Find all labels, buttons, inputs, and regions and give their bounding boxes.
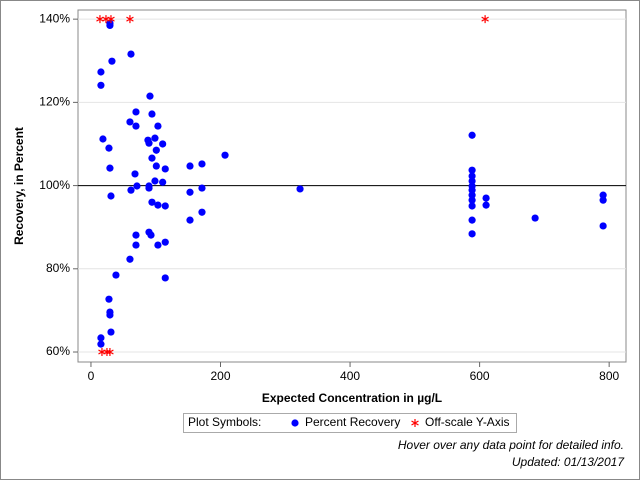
legend-title: Plot Symbols: [188,415,261,429]
x-tick-label: 200 [210,369,230,383]
point [291,419,299,427]
x-tick-label: 600 [470,369,490,383]
point-asterisk[interactable] [481,15,489,24]
point[interactable] [468,191,476,199]
point[interactable] [152,162,160,170]
point[interactable] [97,68,105,76]
point[interactable] [198,208,206,216]
point[interactable] [132,122,140,130]
point[interactable] [198,160,206,168]
point[interactable] [105,144,113,152]
point[interactable] [108,57,116,65]
point[interactable] [106,21,114,29]
point[interactable] [133,182,141,190]
legend-box [183,413,517,433]
point[interactable] [531,214,539,222]
point[interactable] [126,118,134,126]
point[interactable] [145,184,153,192]
point[interactable] [159,178,167,186]
x-tick-label: 400 [340,369,360,383]
point[interactable] [154,201,162,209]
point[interactable] [148,198,156,206]
legend-label: Percent Recovery [305,415,400,429]
point[interactable] [145,139,153,147]
point[interactable] [186,162,194,170]
point[interactable] [186,188,194,196]
point[interactable] [468,166,476,174]
point[interactable] [198,184,206,192]
point[interactable] [468,230,476,238]
point-asterisk[interactable] [107,15,115,24]
point[interactable] [148,154,156,162]
y-tick-label: 140% [39,11,70,25]
point[interactable] [106,164,114,172]
point[interactable] [468,172,476,180]
point-asterisk[interactable] [96,15,104,24]
point[interactable] [132,231,140,239]
x-axis-label: Expected Concentration in µg/L [262,391,442,405]
point[interactable] [131,170,139,178]
point[interactable] [147,231,155,239]
legend-label: Off-scale Y-Axis [425,415,509,429]
point[interactable] [599,222,607,230]
point[interactable] [296,185,304,193]
point[interactable] [482,201,490,209]
point[interactable] [482,194,490,202]
point[interactable] [468,216,476,224]
point[interactable] [468,131,476,139]
footnote: Hover over any data point for detailed i… [398,438,624,452]
point[interactable] [161,238,169,246]
y-tick-label: 80% [46,261,70,275]
x-tick-label: 800 [599,369,619,383]
point[interactable] [161,274,169,282]
point[interactable] [105,295,113,303]
point[interactable] [97,340,105,348]
point[interactable] [151,134,159,142]
point[interactable] [107,192,115,200]
point[interactable] [107,328,115,336]
point[interactable] [112,271,120,279]
point[interactable] [148,110,156,118]
point[interactable] [468,202,476,210]
point[interactable] [159,140,167,148]
point[interactable] [468,186,476,194]
point[interactable] [151,177,159,185]
footnote: Updated: 01/13/2017 [512,455,625,469]
point[interactable] [161,165,169,173]
point[interactable] [106,311,114,319]
point[interactable] [99,135,107,143]
point[interactable] [152,146,160,154]
y-axis-label: Recovery, in Percent [12,127,26,245]
point[interactable] [161,202,169,210]
point[interactable] [599,191,607,199]
point[interactable] [127,186,135,194]
point[interactable] [127,50,135,58]
point-asterisk[interactable] [106,348,114,357]
y-tick-label: 100% [39,178,70,192]
point-asterisk[interactable] [103,348,111,357]
point-asterisk[interactable] [126,15,134,24]
y-tick-label: 60% [46,344,70,358]
point-asterisk [411,419,419,427]
point[interactable] [154,122,162,130]
point[interactable] [132,241,140,249]
y-tick-label: 120% [39,95,70,109]
point[interactable] [97,334,105,342]
point[interactable] [132,108,140,116]
point[interactable] [126,255,134,263]
point[interactable] [468,196,476,204]
point[interactable] [599,196,607,204]
x-tick-label: 0 [88,369,95,383]
point[interactable] [97,81,105,89]
point[interactable] [468,177,476,185]
point[interactable] [221,151,229,159]
point[interactable] [154,241,162,249]
point[interactable] [186,216,194,224]
point[interactable] [146,92,154,100]
